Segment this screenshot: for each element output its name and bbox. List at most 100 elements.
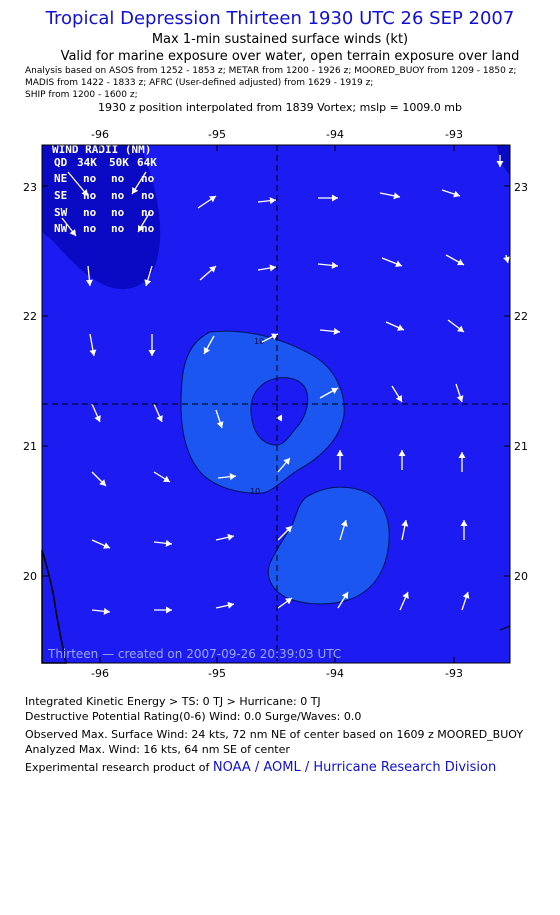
wind-arrow-head [203, 347, 210, 354]
hrd-link[interactable]: NOAA / AOML / Hurricane Research Divisio… [212, 760, 497, 775]
wind-radii-row: NW no no no [54, 222, 155, 235]
wind-arrow-head [458, 452, 466, 458]
wind-arrow-head [144, 279, 152, 286]
wind-arrow-head [402, 592, 409, 599]
sources-line-3: SHIP from 1200 - 1600 z; [25, 90, 138, 100]
wind-arrow-head [271, 333, 278, 340]
wind-arrow-head [340, 520, 348, 527]
wind-arrow-head [336, 450, 344, 456]
wind-arrow-head [456, 395, 464, 402]
lat-label: 21 [514, 440, 528, 453]
lat-label: 20 [514, 570, 528, 583]
wind-arrow-head [163, 475, 170, 482]
wind-contour-region [250, 377, 309, 446]
axis-ticks [42, 145, 510, 663]
position-note: 1930 z position interpolated from 1839 V… [97, 101, 462, 114]
wind-arrow-head [401, 520, 409, 527]
created-stamp: Thirteen — created on 2007-09-26 20:39:0… [47, 647, 341, 661]
sources-line-1: Analysis based on ASOS from 1252 - 1853 … [25, 66, 517, 76]
coastline [41, 549, 67, 664]
wind-arrow-head [393, 192, 400, 200]
lon-label: -93 [445, 667, 463, 678]
page-title: Tropical Depression Thirteen 1930 UTC 26… [45, 8, 515, 29]
wind-arrow-head [229, 473, 236, 481]
wind-arrow-head [332, 194, 338, 202]
wind-arrow-head [457, 325, 464, 332]
wind-arrow-head [333, 327, 340, 335]
wind-arrow-head [395, 395, 402, 402]
wind-arrow-head [227, 601, 234, 609]
lat-label: 22 [23, 310, 37, 323]
map-frame [41, 144, 511, 664]
wind-arrow-head [227, 533, 234, 541]
credit-line: Experimental research product of NOAA / … [25, 760, 496, 775]
exposure-note: Valid for marine exposure over water, op… [60, 49, 520, 64]
wind-arrow-head [94, 415, 101, 422]
weak-wind-region [497, 145, 510, 175]
wind-arrow-head [69, 229, 76, 236]
wind-arrow-head [283, 458, 290, 465]
wind-arrow-head [285, 598, 292, 605]
wind-arrow-head [81, 189, 88, 196]
lat-label: 23 [514, 181, 528, 194]
wind-arrow-head [285, 526, 292, 533]
lat-label: 22 [514, 310, 528, 323]
lon-label: -93 [445, 128, 463, 141]
wind-arrow-head [503, 256, 510, 263]
lon-label: -96 [91, 128, 109, 141]
wind-arrow-head [398, 450, 406, 456]
wind-arrow-head [331, 261, 338, 269]
wind-arrow-head [462, 592, 470, 599]
wind-arrow-head [331, 387, 338, 394]
lon-label: -95 [208, 667, 226, 678]
subtitle: Max 1-min sustained surface winds (kt) [151, 32, 409, 47]
wind-arrow-head [269, 264, 276, 272]
wind-arrow-head [453, 190, 460, 198]
wind-arrow-head [460, 520, 468, 526]
wind-arrow-head [156, 415, 163, 422]
observed-wind-line: Observed Max. Surface Wind: 24 kts, 72 n… [25, 728, 524, 741]
wind-arrow-head [341, 592, 348, 599]
wind-arrow-head [99, 479, 106, 486]
wind-arrow-head [138, 225, 145, 232]
wind-arrow-head [457, 259, 464, 266]
wind-arrow-head [103, 607, 110, 615]
wind-arrow-head [496, 161, 504, 167]
coastline [499, 625, 511, 631]
wind-radii-header: QD 34K 50K 64K [54, 156, 157, 169]
wind-arrow-head [166, 606, 172, 614]
wind-arrow-head [85, 279, 93, 286]
wind-arrow-head [269, 197, 276, 205]
lon-label: -94 [326, 128, 344, 141]
wind-radii-row: NE no no no [54, 172, 155, 185]
ike-line: Integrated Kinetic Energy > TS: 0 TJ > H… [25, 695, 321, 708]
contour-label: 10 [250, 487, 260, 496]
wind-arrow-head [165, 539, 172, 547]
wind-arrow-head [148, 350, 156, 356]
wind-arrow-head [103, 542, 110, 549]
wind-radii-row: SE no no no [54, 189, 155, 202]
credit-prefix: Experimental research product of [25, 761, 213, 774]
wind-radii-row: SW no no no [54, 206, 155, 219]
wind-arrow-head [395, 260, 402, 268]
weak-wind-region [42, 145, 161, 290]
dpr-line: Destructive Potential Rating(0-6) Wind: … [25, 710, 362, 723]
lon-label: -95 [208, 128, 226, 141]
sources-line-2: MADIS from 1422 - 1833 z; AFRC (User-def… [25, 78, 374, 88]
wind-arrow-head [209, 196, 216, 203]
wind-arrow-head [209, 266, 216, 273]
lon-label: -94 [326, 667, 344, 678]
wind-map: -96 -95 -94 -93 -96 -95 -94 -93 23 22 21… [23, 128, 528, 678]
lat-label: 23 [23, 181, 37, 194]
wind-arrow-head [132, 187, 139, 194]
wind-radii-title: WIND RADII (NM) [52, 143, 151, 156]
analyzed-wind-line: Analyzed Max. Wind: 16 kts, 64 nm SE of … [25, 743, 290, 756]
contour-label: 10 [254, 337, 264, 346]
lat-label: 21 [23, 440, 37, 453]
wind-vectors [61, 155, 510, 615]
wind-arrow-head [397, 324, 404, 331]
wind-arrow-head [216, 421, 224, 428]
lon-label: -96 [91, 667, 109, 678]
lat-label: 20 [23, 570, 37, 583]
wind-arrow-head [89, 349, 97, 356]
